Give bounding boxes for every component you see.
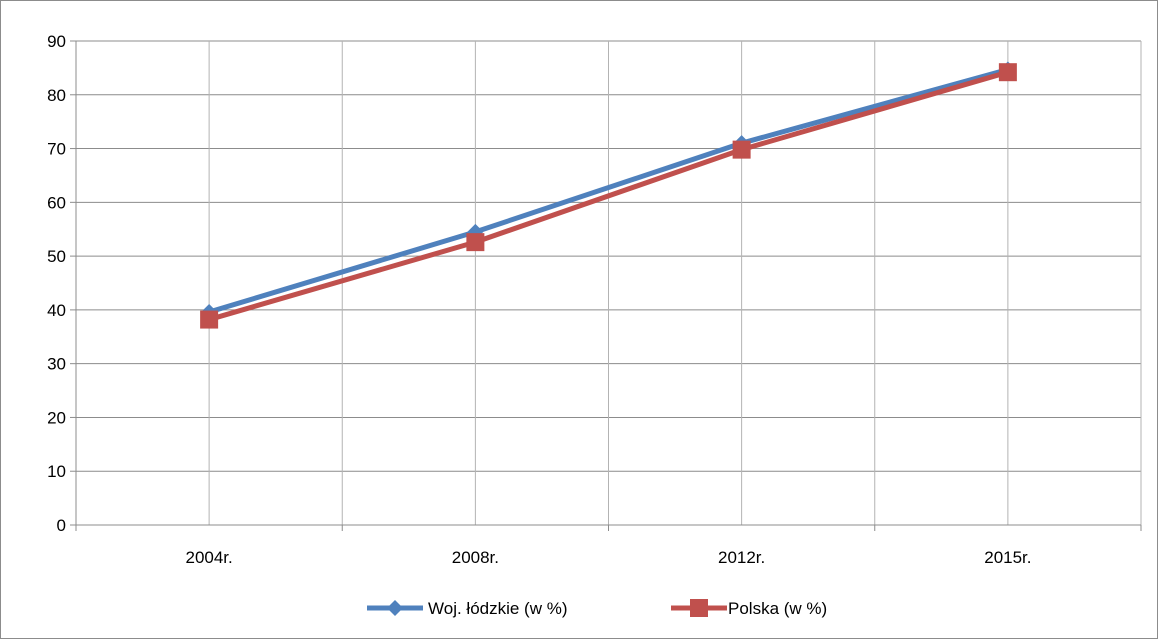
y-tick-label: 0 bbox=[57, 516, 66, 535]
legend-item-1: Woj. łódzkie (w %) bbox=[367, 599, 568, 618]
data-point bbox=[998, 63, 1017, 82]
y-tick-label: 80 bbox=[47, 86, 66, 105]
legend-label: Polska (w %) bbox=[728, 599, 827, 618]
axes bbox=[70, 40, 1142, 531]
x-tick-label: 2015r. bbox=[984, 548, 1031, 567]
legend: Woj. łódzkie (w %) Polska (w %) bbox=[367, 599, 827, 618]
series-line bbox=[206, 69, 1011, 323]
legend-label: Woj. łódzkie (w %) bbox=[428, 599, 568, 618]
legend-marker bbox=[387, 600, 403, 616]
y-tick-label: 10 bbox=[47, 462, 66, 481]
x-tick-label: 2008r. bbox=[452, 548, 499, 567]
legend-marker bbox=[690, 599, 708, 617]
y-tick-label: 20 bbox=[47, 408, 66, 427]
series bbox=[200, 61, 1017, 329]
data-point bbox=[732, 140, 751, 159]
x-tick-label: 2004r. bbox=[185, 548, 232, 567]
y-tick-label: 30 bbox=[47, 355, 66, 374]
x-tick-label: 2012r. bbox=[718, 548, 765, 567]
y-tick-label: 60 bbox=[47, 193, 66, 212]
y-tick-label: 90 bbox=[47, 32, 66, 51]
y-tick-label: 40 bbox=[47, 301, 66, 320]
grid-lines bbox=[76, 40, 1142, 525]
data-point bbox=[466, 233, 485, 252]
x-tick-labels: 2004r. 2008r. 2012r. 2015r. bbox=[185, 548, 1031, 567]
y-tick-label: 70 bbox=[47, 140, 66, 159]
data-point bbox=[200, 310, 219, 329]
y-tick-labels: 0 10 20 30 40 50 60 70 80 90 bbox=[47, 32, 66, 535]
series-line bbox=[206, 67, 1011, 315]
y-tick-label: 50 bbox=[47, 247, 66, 266]
legend-item-2: Polska (w %) bbox=[671, 599, 827, 618]
series-2 bbox=[200, 63, 1017, 329]
